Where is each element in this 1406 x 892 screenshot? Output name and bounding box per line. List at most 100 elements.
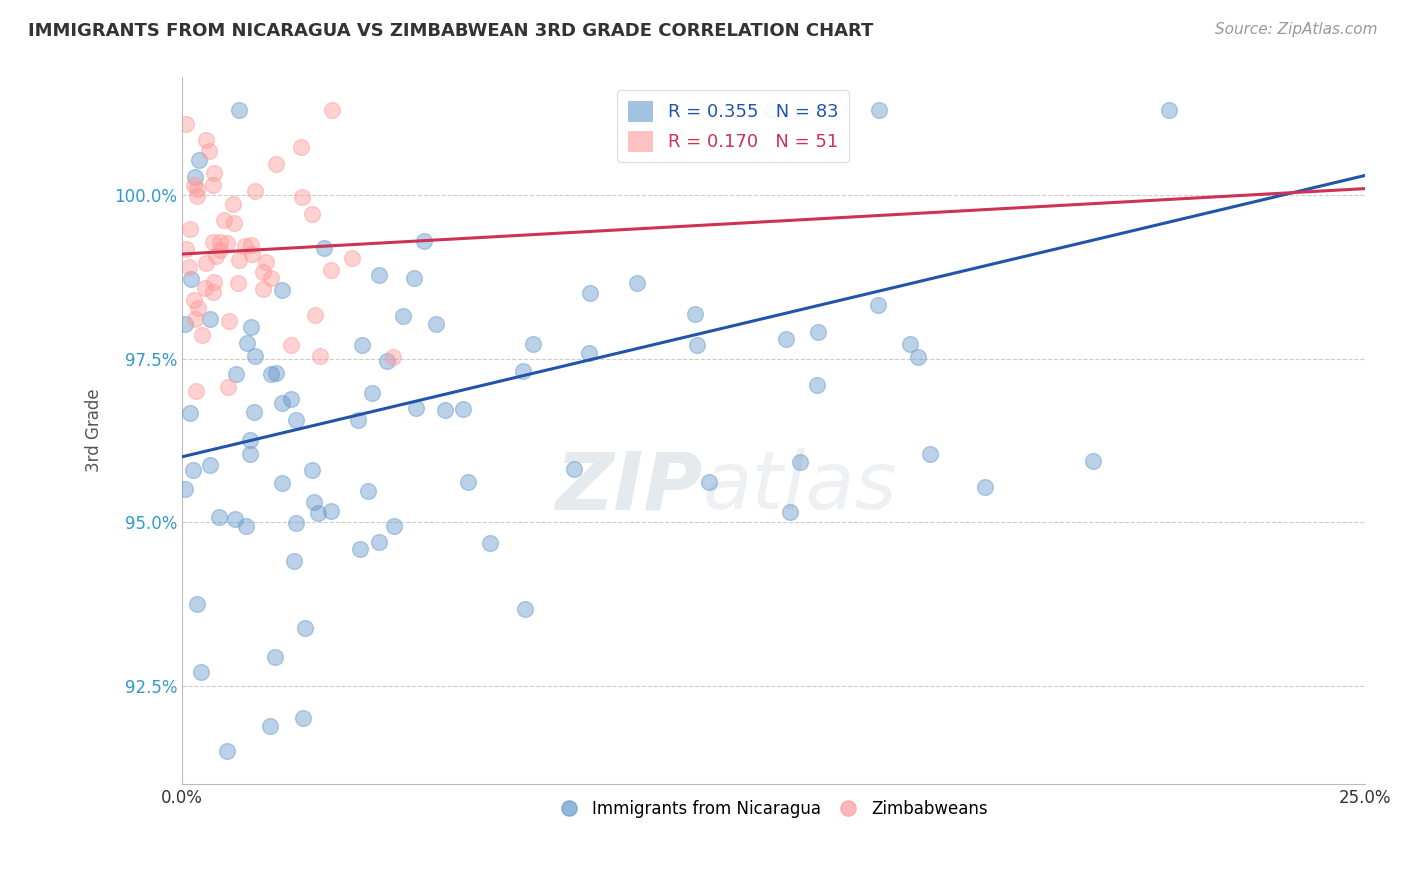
Point: [207, 510, 229, 524]
Point: [240, 237, 263, 252]
Point: [179, 406, 201, 420]
Point: [254, 254, 277, 268]
Point: [434, 403, 457, 417]
Point: [224, 216, 246, 230]
Point: [194, 281, 217, 295]
Text: Source: ZipAtlas.com: Source: ZipAtlas.com: [1215, 22, 1378, 37]
Point: [478, 535, 501, 549]
Point: [214, 213, 236, 227]
Point: [350, 338, 373, 352]
Point: [761, 103, 783, 117]
Point: [225, 367, 247, 381]
Point: [187, 301, 209, 315]
Point: [270, 476, 292, 491]
Point: [173, 317, 195, 331]
Text: ZIP: ZIP: [555, 448, 703, 526]
Point: [260, 367, 283, 381]
Point: [186, 597, 208, 611]
Point: [312, 241, 335, 255]
Point: [522, 337, 544, 351]
Point: [806, 377, 828, 392]
Point: [190, 665, 212, 680]
Point: [562, 462, 585, 476]
Point: [245, 184, 267, 198]
Point: [200, 458, 222, 472]
Point: [202, 166, 225, 180]
Point: [284, 516, 307, 530]
Point: [381, 350, 404, 364]
Point: [183, 312, 205, 326]
Point: [226, 276, 249, 290]
Point: [307, 506, 329, 520]
Point: [868, 103, 890, 117]
Point: [626, 276, 648, 290]
Point: [224, 512, 246, 526]
Point: [451, 401, 474, 416]
Point: [412, 234, 434, 248]
Point: [898, 337, 921, 351]
Point: [271, 395, 294, 409]
Point: [218, 314, 240, 328]
Point: [280, 392, 302, 406]
Point: [176, 117, 198, 131]
Point: [217, 744, 239, 758]
Point: [243, 404, 266, 418]
Point: [284, 413, 307, 427]
Point: [340, 251, 363, 265]
Point: [513, 602, 536, 616]
Point: [1083, 454, 1105, 468]
Point: [179, 221, 201, 235]
Point: [270, 283, 292, 297]
Point: [217, 379, 239, 393]
Point: [217, 235, 239, 250]
Point: [184, 170, 207, 185]
Point: [245, 349, 267, 363]
Point: [280, 338, 302, 352]
Point: [259, 719, 281, 733]
Point: [304, 308, 326, 322]
Point: [319, 503, 342, 517]
Point: [235, 519, 257, 533]
Point: [974, 480, 997, 494]
Point: [404, 271, 426, 285]
Point: [173, 483, 195, 497]
Point: [789, 455, 811, 469]
Point: [283, 553, 305, 567]
Text: IMMIGRANTS FROM NICARAGUA VS ZIMBABWEAN 3RD GRADE CORRELATION CHART: IMMIGRANTS FROM NICARAGUA VS ZIMBABWEAN …: [28, 22, 873, 40]
Point: [222, 197, 245, 211]
Point: [347, 413, 370, 427]
Point: [578, 346, 600, 360]
Point: [201, 235, 224, 249]
Point: [266, 157, 288, 171]
Point: [367, 535, 389, 549]
Point: [775, 332, 797, 346]
Point: [357, 483, 380, 498]
Point: [291, 190, 314, 204]
Point: [579, 285, 602, 300]
Point: [186, 384, 208, 399]
Y-axis label: 3rd Grade: 3rd Grade: [86, 389, 103, 473]
Point: [868, 298, 890, 312]
Point: [301, 207, 323, 221]
Point: [512, 364, 534, 378]
Point: [425, 317, 447, 331]
Point: [240, 247, 263, 261]
Point: [236, 335, 259, 350]
Point: [208, 243, 231, 257]
Point: [290, 140, 312, 154]
Point: [260, 270, 283, 285]
Point: [201, 285, 224, 299]
Point: [264, 650, 287, 665]
Point: [183, 293, 205, 307]
Point: [807, 325, 830, 339]
Point: [228, 253, 250, 268]
Point: [1159, 103, 1181, 117]
Point: [205, 249, 228, 263]
Point: [686, 338, 709, 352]
Point: [321, 103, 343, 117]
Point: [198, 144, 221, 158]
Point: [186, 182, 208, 196]
Point: [233, 239, 256, 253]
Point: [301, 463, 323, 477]
Point: [252, 265, 274, 279]
